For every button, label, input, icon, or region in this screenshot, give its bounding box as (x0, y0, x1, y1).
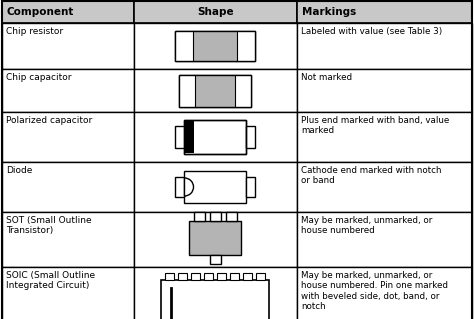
Text: Labeled with value (see Table 3): Labeled with value (see Table 3) (301, 27, 442, 36)
Text: May be marked, unmarked, or
house numbered: May be marked, unmarked, or house number… (301, 216, 432, 235)
Bar (2, 69, 134, 112)
Text: Not marked: Not marked (301, 73, 352, 82)
Text: Polarized capacitor: Polarized capacitor (6, 116, 92, 125)
Bar (184, 120, 246, 154)
Bar (297, 212, 472, 267)
Bar (297, 69, 472, 112)
Bar (134, 23, 297, 69)
Bar (297, 112, 472, 162)
Bar (2, 162, 134, 212)
Bar (165, 273, 174, 280)
Bar (193, 31, 237, 61)
Text: Shape: Shape (197, 7, 234, 17)
Bar (194, 211, 205, 220)
Bar (179, 273, 188, 280)
Bar (134, 69, 297, 112)
Bar (134, 112, 297, 162)
Bar (134, 162, 297, 212)
Text: Chip capacitor: Chip capacitor (6, 73, 72, 82)
Bar (256, 273, 265, 280)
Text: Component: Component (7, 7, 74, 17)
Bar (226, 211, 237, 220)
Text: Cathode end marked with notch
or band: Cathode end marked with notch or band (301, 166, 441, 185)
Bar (134, 1, 297, 23)
Text: Chip resistor: Chip resistor (6, 27, 63, 36)
Text: SOT (Small Outline
Transistor): SOT (Small Outline Transistor) (6, 216, 91, 235)
Wedge shape (184, 178, 193, 196)
Bar (175, 31, 193, 61)
Bar (190, 220, 241, 255)
Bar (175, 31, 255, 61)
Text: Diode: Diode (6, 166, 32, 175)
Bar (230, 273, 239, 280)
Bar (175, 177, 184, 197)
Bar (134, 212, 297, 267)
Bar (180, 75, 252, 107)
Bar (210, 255, 221, 263)
Bar (246, 177, 255, 197)
Bar (175, 31, 255, 61)
Text: SOIC (Small Outline
Integrated Circuit): SOIC (Small Outline Integrated Circuit) (6, 271, 95, 290)
Bar (180, 75, 195, 107)
Bar (2, 23, 134, 69)
Bar (162, 280, 270, 319)
Bar (184, 120, 246, 154)
Bar (297, 23, 472, 69)
Bar (204, 273, 213, 280)
Bar (244, 273, 253, 280)
Bar (210, 211, 221, 220)
Bar (2, 112, 134, 162)
Text: Markings: Markings (302, 7, 356, 17)
Bar (2, 1, 134, 23)
Bar (246, 126, 255, 148)
Bar (185, 121, 194, 153)
Bar (297, 1, 472, 23)
Bar (195, 75, 236, 107)
Bar (297, 267, 472, 319)
Bar (184, 171, 246, 203)
Bar (175, 126, 184, 148)
Bar (191, 273, 201, 280)
Bar (134, 267, 297, 319)
Text: May be marked, unmarked, or
house numbered. Pin one marked
with beveled side, do: May be marked, unmarked, or house number… (301, 271, 448, 311)
Bar (218, 273, 227, 280)
Text: Plus end marked with band, value
marked: Plus end marked with band, value marked (301, 116, 449, 135)
Bar (2, 212, 134, 267)
Bar (297, 162, 472, 212)
Bar (236, 75, 252, 107)
Bar (180, 75, 252, 107)
Bar (2, 267, 134, 319)
Bar (237, 31, 255, 61)
